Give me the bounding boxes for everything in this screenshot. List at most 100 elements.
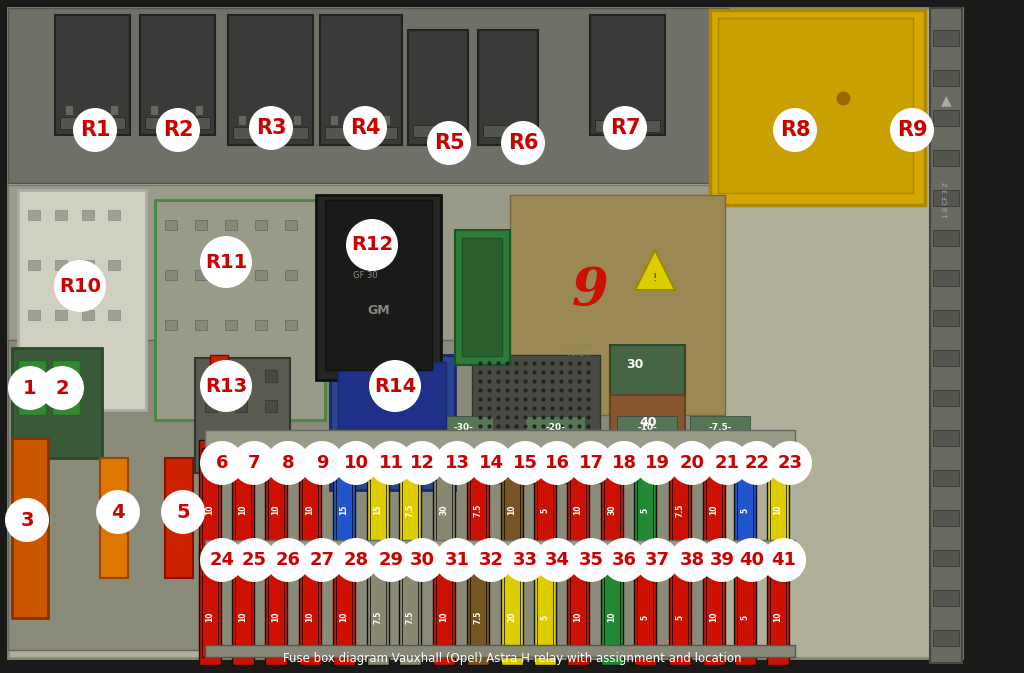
Text: 19: 19 bbox=[644, 454, 670, 472]
Bar bbox=[265, 430, 278, 442]
Bar bbox=[672, 448, 688, 552]
Text: 5: 5 bbox=[541, 614, 550, 620]
Circle shape bbox=[200, 538, 244, 582]
Text: R13: R13 bbox=[205, 376, 247, 396]
Bar bbox=[367, 440, 389, 560]
Bar bbox=[330, 115, 338, 125]
Text: 34: 34 bbox=[545, 551, 569, 569]
Text: 5: 5 bbox=[176, 503, 189, 522]
Circle shape bbox=[73, 108, 117, 152]
Bar bbox=[767, 550, 790, 665]
Text: 25: 25 bbox=[242, 551, 266, 569]
Text: 24: 24 bbox=[210, 551, 234, 569]
Circle shape bbox=[735, 441, 779, 485]
Bar bbox=[408, 30, 468, 145]
Text: !: ! bbox=[653, 273, 657, 283]
Circle shape bbox=[503, 441, 547, 485]
Bar bbox=[100, 458, 128, 578]
Circle shape bbox=[300, 441, 344, 485]
Text: 32: 32 bbox=[478, 551, 504, 569]
Text: 5: 5 bbox=[640, 507, 649, 513]
Bar bbox=[455, 230, 510, 365]
Bar bbox=[338, 362, 446, 480]
Bar bbox=[232, 440, 254, 560]
Bar bbox=[933, 550, 959, 566]
Circle shape bbox=[773, 108, 817, 152]
Bar bbox=[933, 630, 959, 646]
Bar bbox=[28, 310, 40, 320]
Bar bbox=[265, 550, 287, 665]
Bar bbox=[65, 105, 73, 115]
Bar bbox=[610, 345, 685, 405]
Bar bbox=[165, 220, 177, 230]
Bar bbox=[299, 550, 321, 665]
Bar bbox=[316, 195, 441, 380]
Circle shape bbox=[200, 360, 252, 412]
Circle shape bbox=[427, 121, 471, 165]
Bar bbox=[205, 540, 795, 560]
Text: 37: 37 bbox=[644, 551, 670, 569]
Bar bbox=[483, 125, 534, 137]
Bar bbox=[933, 590, 959, 606]
Text: 2: 2 bbox=[55, 378, 69, 398]
Bar bbox=[255, 270, 267, 280]
Text: 10: 10 bbox=[710, 612, 719, 623]
Bar bbox=[145, 117, 210, 129]
Text: 14: 14 bbox=[478, 454, 504, 472]
Bar bbox=[210, 355, 228, 367]
Bar bbox=[155, 200, 325, 420]
Text: 10: 10 bbox=[271, 612, 281, 623]
Text: 30: 30 bbox=[27, 380, 37, 394]
Bar bbox=[233, 127, 308, 139]
Bar bbox=[669, 440, 691, 560]
Bar bbox=[55, 15, 130, 135]
Bar bbox=[470, 558, 486, 657]
Circle shape bbox=[569, 538, 613, 582]
Circle shape bbox=[156, 108, 200, 152]
Bar bbox=[510, 195, 725, 415]
Bar bbox=[82, 310, 94, 320]
Bar bbox=[140, 15, 215, 135]
Text: ACHTUNG
ATTE...: ACHTUNG ATTE... bbox=[562, 343, 597, 357]
Text: 10: 10 bbox=[239, 505, 248, 516]
Text: 5: 5 bbox=[740, 614, 750, 620]
Circle shape bbox=[603, 106, 647, 150]
Text: 10: 10 bbox=[340, 612, 348, 623]
Circle shape bbox=[369, 360, 421, 412]
Bar bbox=[501, 440, 523, 560]
Bar bbox=[195, 320, 207, 330]
Bar bbox=[399, 550, 421, 665]
Bar bbox=[8, 185, 723, 435]
Circle shape bbox=[762, 538, 806, 582]
Bar bbox=[232, 550, 254, 665]
Circle shape bbox=[266, 538, 310, 582]
Bar bbox=[710, 10, 925, 205]
Bar bbox=[108, 210, 120, 220]
Text: 10: 10 bbox=[773, 505, 782, 516]
Text: 41: 41 bbox=[771, 551, 797, 569]
Bar bbox=[567, 550, 589, 665]
Bar bbox=[285, 220, 297, 230]
Bar bbox=[537, 558, 553, 657]
Text: 40: 40 bbox=[25, 522, 35, 538]
Bar bbox=[55, 210, 67, 220]
Bar bbox=[165, 270, 177, 280]
Text: 30: 30 bbox=[607, 505, 616, 516]
Circle shape bbox=[266, 441, 310, 485]
Text: 10: 10 bbox=[573, 612, 583, 623]
Circle shape bbox=[635, 441, 679, 485]
Text: -7.5-: -7.5- bbox=[709, 423, 732, 431]
Bar bbox=[537, 448, 553, 552]
Text: R6: R6 bbox=[508, 133, 539, 153]
Text: -20-: -20- bbox=[545, 423, 565, 431]
Text: 30: 30 bbox=[410, 551, 434, 569]
Bar bbox=[55, 310, 67, 320]
Bar bbox=[319, 15, 402, 145]
Text: 15: 15 bbox=[512, 454, 538, 472]
Bar bbox=[333, 550, 355, 665]
Circle shape bbox=[369, 538, 413, 582]
Bar bbox=[436, 558, 452, 657]
Bar bbox=[205, 430, 217, 442]
Bar bbox=[570, 558, 586, 657]
Text: 5: 5 bbox=[541, 507, 550, 513]
